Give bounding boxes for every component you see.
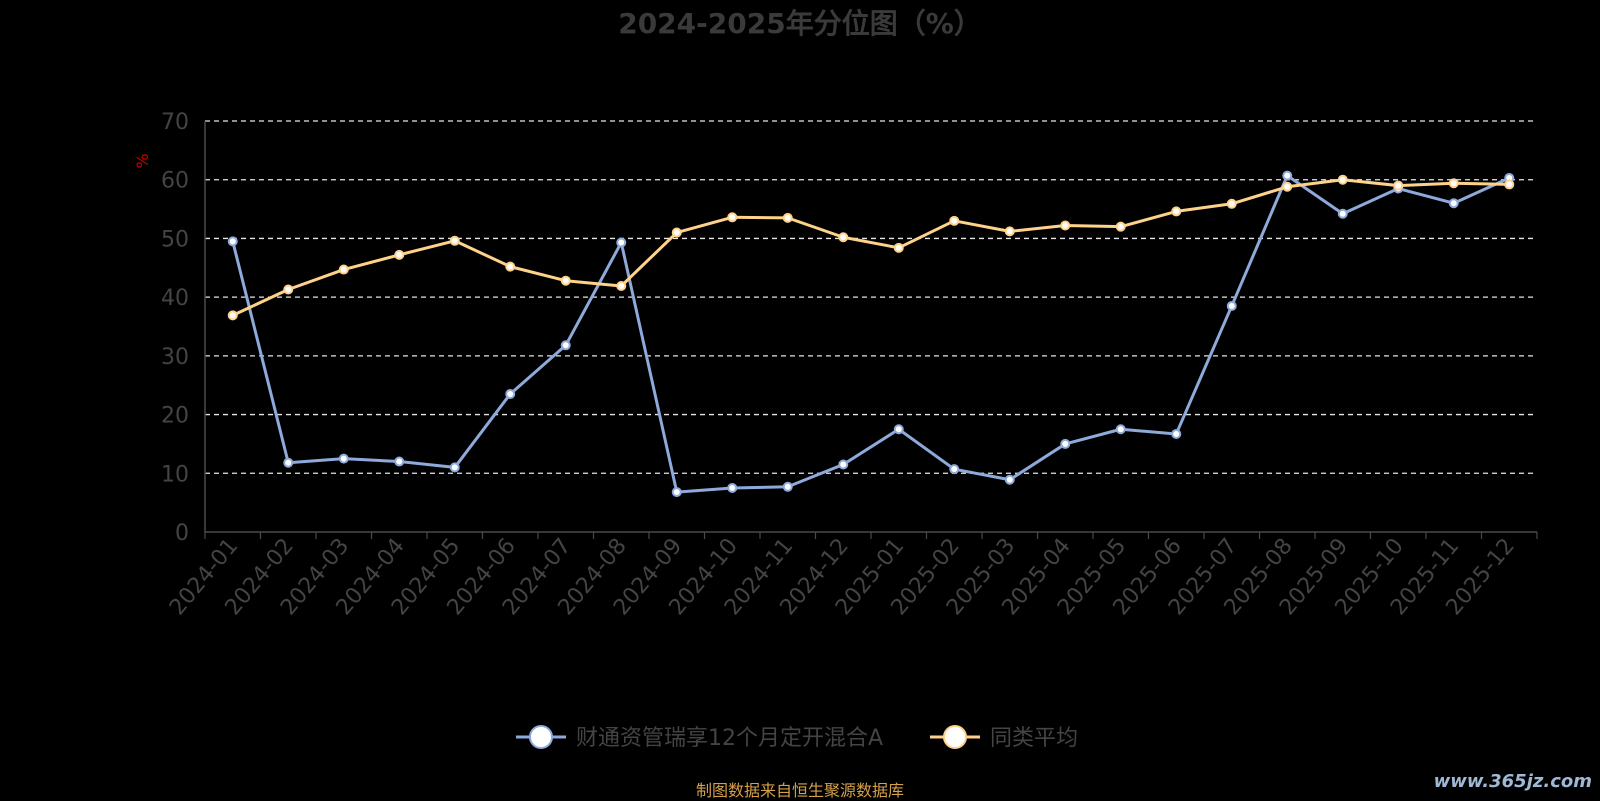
data-point: [671, 487, 682, 498]
data-point: [1448, 178, 1459, 189]
data-point: [727, 212, 738, 223]
legend-item-2: 同类平均: [930, 725, 1078, 751]
data-source-note: 制图数据来自恒生聚源数据库: [695, 781, 904, 800]
data-point: [1171, 428, 1182, 439]
data-point: [283, 457, 294, 468]
data-point: [782, 481, 793, 492]
y-tick-label: 50: [161, 227, 189, 252]
data-point: [560, 275, 571, 286]
legend-marker: [529, 725, 553, 749]
data-point: [1337, 208, 1348, 219]
data-point: [394, 249, 405, 260]
y-tick-label: 70: [161, 110, 189, 135]
data-point: [1282, 181, 1293, 192]
legend-item-1: 财通资管瑞享12个月定开混合A: [516, 725, 883, 751]
data-point: [671, 227, 682, 238]
legend-label: 同类平均: [990, 726, 1078, 751]
data-point: [505, 261, 516, 272]
data-point: [394, 456, 405, 467]
y-tick-label: 20: [161, 404, 189, 429]
watermark: www.365jz.com: [1433, 771, 1592, 792]
data-point: [1060, 438, 1071, 449]
y-tick-label: 40: [161, 286, 189, 311]
y-tick-label: 30: [161, 345, 189, 370]
data-point: [1448, 198, 1459, 209]
data-point: [1504, 179, 1515, 190]
data-point: [449, 462, 460, 473]
data-point: [338, 264, 349, 275]
data-point: [505, 389, 516, 400]
series-line-1: [231, 174, 1510, 494]
y-tick-label: 60: [161, 169, 189, 194]
data-point: [227, 236, 238, 247]
data-point: [1004, 226, 1015, 237]
data-point: [1337, 174, 1348, 185]
data-point: [727, 482, 738, 493]
data-point: [616, 237, 627, 248]
data-point: [1171, 206, 1182, 217]
data-point: [1226, 198, 1237, 209]
data-point: [1226, 300, 1237, 311]
data-point: [893, 242, 904, 253]
data-point: [227, 310, 238, 321]
data-point: [1004, 474, 1015, 485]
data-point: [1060, 220, 1071, 231]
data-point: [449, 235, 460, 246]
data-point: [949, 215, 960, 226]
data-point: [838, 459, 849, 470]
data-point: [949, 464, 960, 475]
chart-title: 2024-2025年分位图（%）: [618, 7, 982, 40]
data-point: [838, 232, 849, 243]
data-point: [1115, 424, 1126, 435]
data-point: [782, 212, 793, 223]
legend-marker: [943, 725, 967, 749]
data-point: [1115, 221, 1126, 232]
legend-label: 财通资管瑞享12个月定开混合A: [576, 726, 883, 751]
data-point: [560, 340, 571, 351]
data-point: [893, 424, 904, 435]
data-point: [1282, 170, 1293, 181]
data-point: [1393, 180, 1404, 191]
series-line-2: [232, 178, 1510, 317]
data-point: [283, 284, 294, 295]
data-point: [616, 280, 627, 291]
data-point: [338, 453, 349, 464]
y-tick-label: 0: [175, 521, 189, 546]
y-tick-label: 10: [161, 462, 189, 487]
y-axis-label: %: [133, 153, 152, 168]
